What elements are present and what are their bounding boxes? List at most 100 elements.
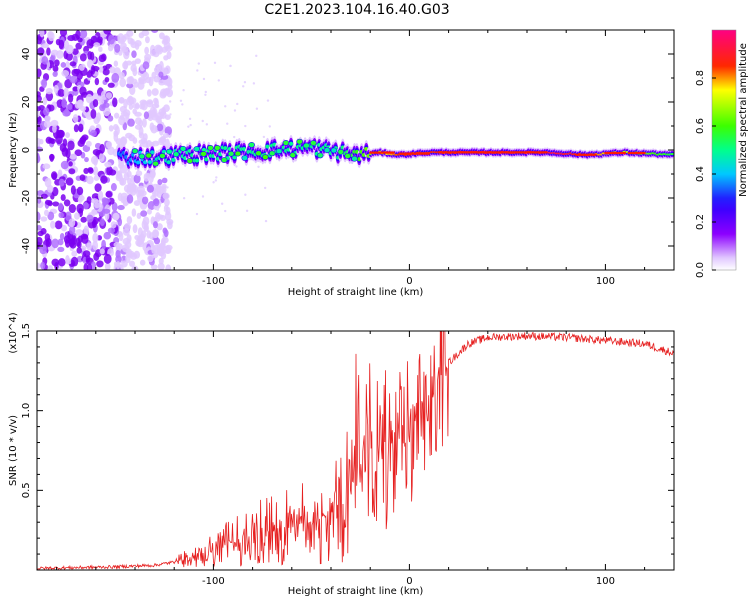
- noise-blob: [94, 77, 100, 86]
- ridge-peak: [179, 145, 187, 152]
- noise-blob: [127, 177, 132, 186]
- noise-blob: [105, 191, 113, 198]
- noise-blob: [102, 68, 110, 76]
- noise-blob: [65, 255, 70, 265]
- noise-blob: [60, 160, 69, 170]
- noise-dot: [213, 61, 217, 65]
- noise-blob: [145, 76, 152, 84]
- noise-blob: [93, 42, 101, 48]
- noise-dot: [168, 100, 172, 103]
- noise-blob: [132, 67, 138, 77]
- noise-dot: [217, 79, 220, 82]
- x-tick-label: 0: [406, 276, 412, 287]
- noise-blob: [76, 247, 82, 254]
- noise-blob: [109, 66, 116, 74]
- noise-blob: [39, 244, 47, 250]
- ridge-peak: [248, 141, 255, 148]
- ridge-peak: [152, 160, 159, 167]
- ridge-cell: [150, 150, 155, 155]
- noise-blob: [136, 212, 142, 219]
- noise-blob: [158, 257, 164, 265]
- noise-blob: [121, 46, 129, 53]
- noise-blob: [101, 239, 107, 250]
- noise-blob: [43, 209, 49, 217]
- noise-blob: [48, 31, 55, 42]
- noise-blob: [37, 146, 44, 152]
- noise-blob: [114, 125, 120, 136]
- noise-blob: [76, 186, 84, 196]
- ridge-peak: [207, 145, 214, 151]
- noise-blob: [124, 222, 131, 231]
- noise-blob: [103, 231, 112, 240]
- y-axis-multiplier: (x10^4): [8, 312, 19, 353]
- noise-blob: [153, 97, 159, 104]
- noise-blob: [105, 141, 113, 149]
- noise-blob: [162, 88, 171, 96]
- noise-blob: [134, 111, 142, 117]
- noise-blob: [37, 68, 42, 78]
- noise-blob: [60, 62, 67, 68]
- ridge-peak: [241, 155, 249, 161]
- noise-blob: [119, 77, 127, 88]
- noise-blob: [86, 39, 94, 49]
- ridge-peak: [330, 147, 338, 154]
- noise-blob: [134, 124, 143, 130]
- noise-blob: [37, 236, 43, 246]
- noise-blob: [107, 34, 116, 45]
- noise-blob: [155, 64, 161, 70]
- noise-blob: [58, 202, 64, 211]
- noise-blob: [69, 241, 77, 249]
- ridge-peak: [227, 150, 235, 157]
- noise-blob: [50, 171, 58, 180]
- noise-blob: [99, 248, 105, 255]
- noise-blob: [98, 54, 106, 63]
- noise-blob: [52, 71, 58, 77]
- noise-blob: [131, 208, 137, 217]
- noise-dot: [201, 195, 205, 198]
- noise-blob: [78, 123, 84, 133]
- noise-blob: [80, 135, 87, 143]
- noise-blob: [61, 98, 67, 109]
- noise-blob: [122, 244, 130, 253]
- noise-blob: [49, 138, 56, 145]
- noise-blob: [37, 230, 44, 237]
- noise-blob: [75, 30, 81, 40]
- noise-blob: [70, 185, 76, 195]
- noise-blob: [122, 200, 129, 207]
- noise-blob: [140, 230, 147, 239]
- noise-blob: [79, 174, 86, 181]
- noise-blob: [152, 140, 160, 147]
- noise-dot: [204, 93, 207, 96]
- x-axis-label: Height of straight line (km): [288, 287, 424, 298]
- ridge-cell: [135, 160, 141, 165]
- noise-blob: [39, 30, 45, 38]
- noise-blob: [51, 258, 60, 267]
- noise-blob: [67, 103, 73, 111]
- y-tick-label: 20: [21, 96, 32, 109]
- noise-blob: [142, 118, 147, 128]
- y-tick-label: 0.5: [21, 482, 32, 498]
- noise-blob: [50, 49, 59, 56]
- noise-blob: [77, 99, 84, 108]
- noise-blob: [155, 45, 164, 55]
- noise-blob: [68, 93, 74, 103]
- noise-dot: [159, 142, 162, 146]
- ridge-peak: [220, 157, 228, 163]
- noise-blob: [152, 221, 159, 229]
- colorbar-tick-label: 0.8: [695, 70, 706, 86]
- noise-blob: [151, 113, 159, 121]
- noise-blob: [37, 262, 41, 270]
- noise-blob: [104, 262, 111, 270]
- noise-blob: [91, 92, 99, 102]
- y-tick-label: -20: [21, 190, 32, 206]
- noise-blob: [77, 196, 83, 203]
- noise-dot: [187, 125, 190, 128]
- x-axis-label: Height of straight line (km): [288, 586, 424, 597]
- colorbar-tick-label: 0.0: [695, 262, 706, 278]
- noise-blob: [132, 103, 140, 109]
- noise-blob: [165, 264, 172, 270]
- noise-blob: [133, 81, 139, 88]
- noise-blob: [85, 140, 92, 147]
- noise-blob: [110, 183, 117, 192]
- noise-dot: [263, 186, 267, 190]
